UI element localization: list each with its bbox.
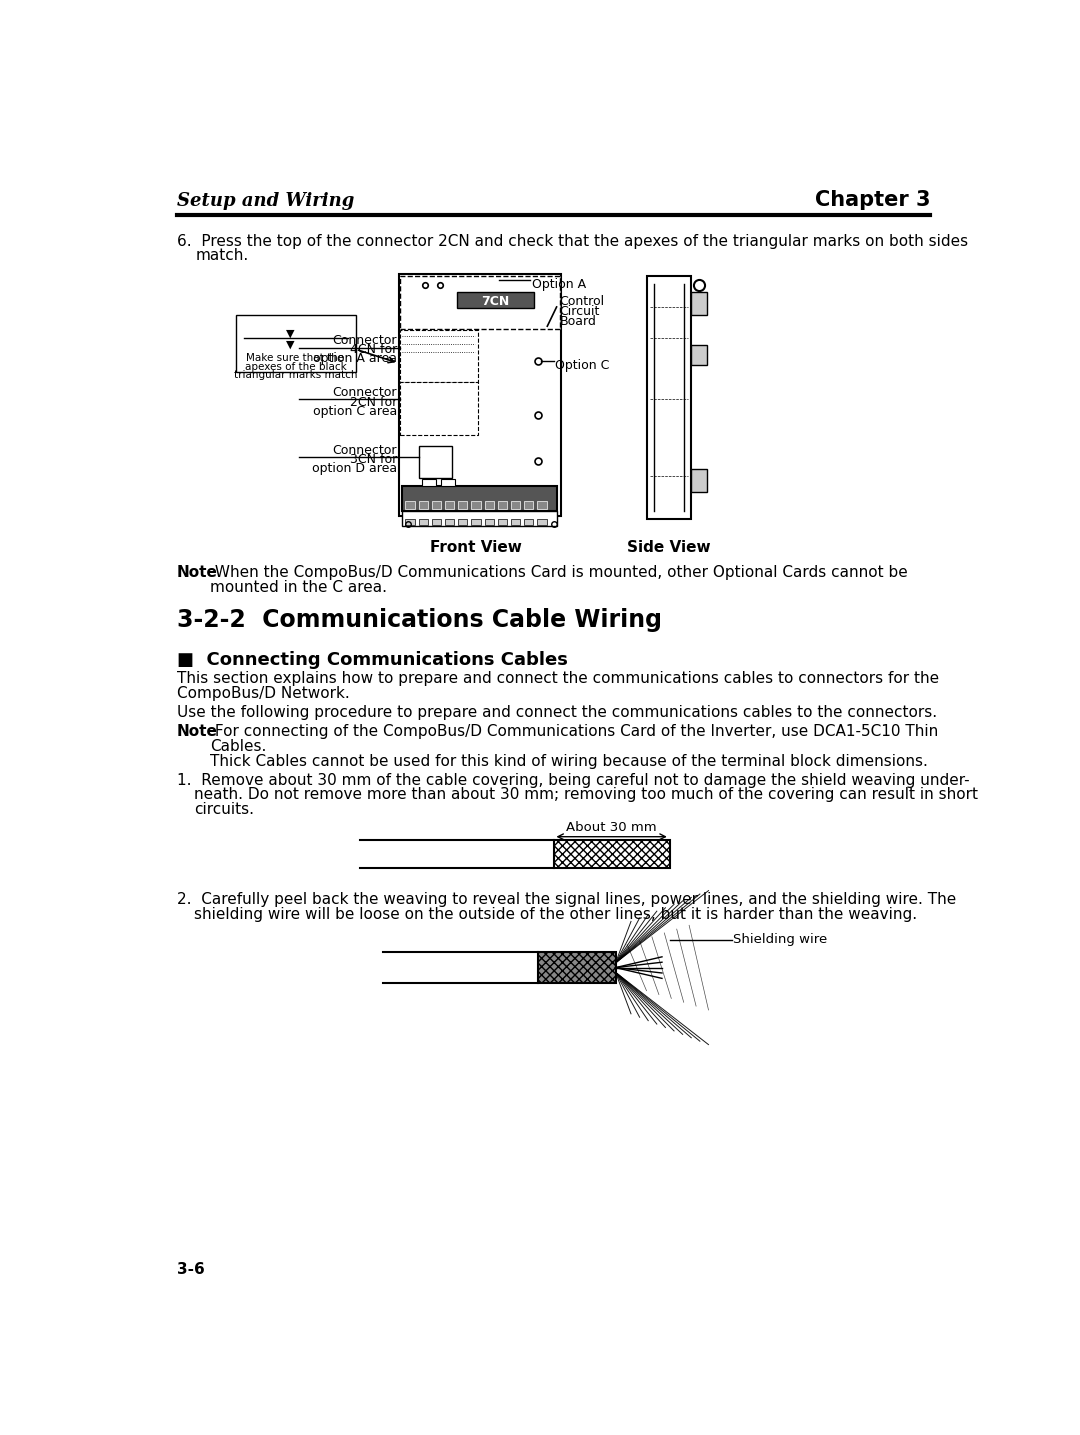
Text: Side View: Side View [627, 540, 711, 555]
Bar [403, 511, 557, 527]
Text: mounted in the C area.: mounted in the C area. [211, 580, 387, 594]
Bar [419, 445, 451, 478]
Bar [554, 839, 670, 868]
Bar [691, 291, 707, 314]
Bar [405, 518, 415, 525]
Text: Cables.: Cables. [211, 739, 267, 753]
Text: neath. Do not remove more than about 30 mm; removing too much of the covering ca: neath. Do not remove more than about 30 … [194, 788, 977, 802]
Text: 7CN: 7CN [482, 296, 510, 309]
Text: ▼: ▼ [286, 329, 294, 339]
Text: ■  Connecting Communications Cables: ■ Connecting Communications Cables [177, 651, 568, 669]
Bar [537, 501, 546, 508]
Text: Shielding wire: Shielding wire [733, 933, 827, 947]
Bar [400, 330, 477, 382]
Bar [498, 518, 507, 525]
Text: shielding wire will be loose on the outside of the other lines, but it is harder: shielding wire will be loose on the outs… [194, 907, 917, 921]
Text: Option A: Option A [531, 278, 586, 291]
Bar [485, 501, 494, 508]
Bar [458, 518, 468, 525]
Bar [511, 501, 521, 508]
Bar [524, 518, 534, 525]
Text: Chapter 3: Chapter 3 [814, 189, 930, 210]
Bar [419, 501, 428, 508]
Text: Connector: Connector [333, 443, 397, 456]
Bar [511, 518, 521, 525]
Text: Note: Note [177, 725, 218, 739]
Text: 6.  Press the top of the connector 2CN and check that the apexes of the triangul: 6. Press the top of the connector 2CN an… [177, 234, 968, 248]
Bar [400, 276, 559, 329]
Text: About 30 mm: About 30 mm [566, 821, 657, 834]
Text: Front View: Front View [430, 540, 522, 555]
Text: 3-6: 3-6 [177, 1261, 204, 1277]
Text: circuits.: circuits. [194, 802, 254, 817]
Text: This section explains how to prepare and connect the communications cables to co: This section explains how to prepare and… [177, 672, 939, 686]
Text: Note: Note [177, 565, 218, 580]
Bar [538, 953, 616, 983]
Text: 2.  Carefully peel back the weaving to reveal the signal lines, power lines, and: 2. Carefully peel back the weaving to re… [177, 893, 956, 907]
Text: triangular marks match: triangular marks match [233, 370, 357, 380]
Bar [422, 479, 435, 486]
Text: Option C: Option C [555, 359, 609, 372]
Bar [647, 276, 691, 518]
Text: Board: Board [559, 316, 596, 329]
Text: Connector: Connector [333, 386, 397, 399]
Text: 1.  Remove about 30 mm of the cable covering, being careful not to damage the sh: 1. Remove about 30 mm of the cable cover… [177, 773, 970, 788]
Bar [399, 274, 562, 517]
Bar [405, 501, 415, 508]
Text: ▼: ▼ [286, 339, 294, 349]
Text: option A area: option A area [313, 353, 397, 366]
Bar [457, 291, 535, 309]
Text: match.: match. [195, 248, 248, 264]
Text: Connector: Connector [333, 334, 397, 347]
Bar [432, 518, 441, 525]
Bar [419, 518, 428, 525]
Bar [485, 518, 494, 525]
Bar [432, 501, 441, 508]
Bar [471, 501, 481, 508]
Bar [458, 501, 468, 508]
Text: Setup and Wiring: Setup and Wiring [177, 192, 354, 210]
Text: option D area: option D area [312, 462, 397, 475]
Bar [403, 486, 557, 511]
Text: CompoBus/D Network.: CompoBus/D Network. [177, 686, 350, 700]
Text: option C area: option C area [313, 405, 397, 418]
Bar [235, 314, 356, 373]
Bar [537, 518, 546, 525]
Text: For connecting of the CompoBus/D Communications Card of the Inverter, use DCA1-5: For connecting of the CompoBus/D Communi… [211, 725, 939, 739]
Text: Circuit: Circuit [559, 306, 600, 319]
Text: 2CN for: 2CN for [350, 396, 397, 409]
Bar [445, 518, 455, 525]
Bar [691, 469, 707, 492]
Bar [400, 382, 477, 435]
Text: Control: Control [559, 296, 605, 309]
Text: 4CN for: 4CN for [350, 343, 397, 356]
Text: apexes of the black: apexes of the black [244, 362, 347, 372]
Bar [445, 501, 455, 508]
Bar [691, 346, 707, 364]
Bar [441, 479, 455, 486]
Text: Make sure that the: Make sure that the [246, 353, 345, 363]
Text: Use the following procedure to prepare and connect the communications cables to : Use the following procedure to prepare a… [177, 705, 937, 720]
Bar [471, 518, 481, 525]
Text: When the CompoBus/D Communications Card is mounted, other Optional Cards cannot : When the CompoBus/D Communications Card … [211, 565, 908, 580]
Text: Thick Cables cannot be used for this kind of wiring because of the terminal bloc: Thick Cables cannot be used for this kin… [211, 753, 928, 769]
Text: 3CN for: 3CN for [350, 453, 397, 466]
Bar [524, 501, 534, 508]
Text: 3-2-2  Communications Cable Wiring: 3-2-2 Communications Cable Wiring [177, 608, 662, 631]
Bar [498, 501, 507, 508]
